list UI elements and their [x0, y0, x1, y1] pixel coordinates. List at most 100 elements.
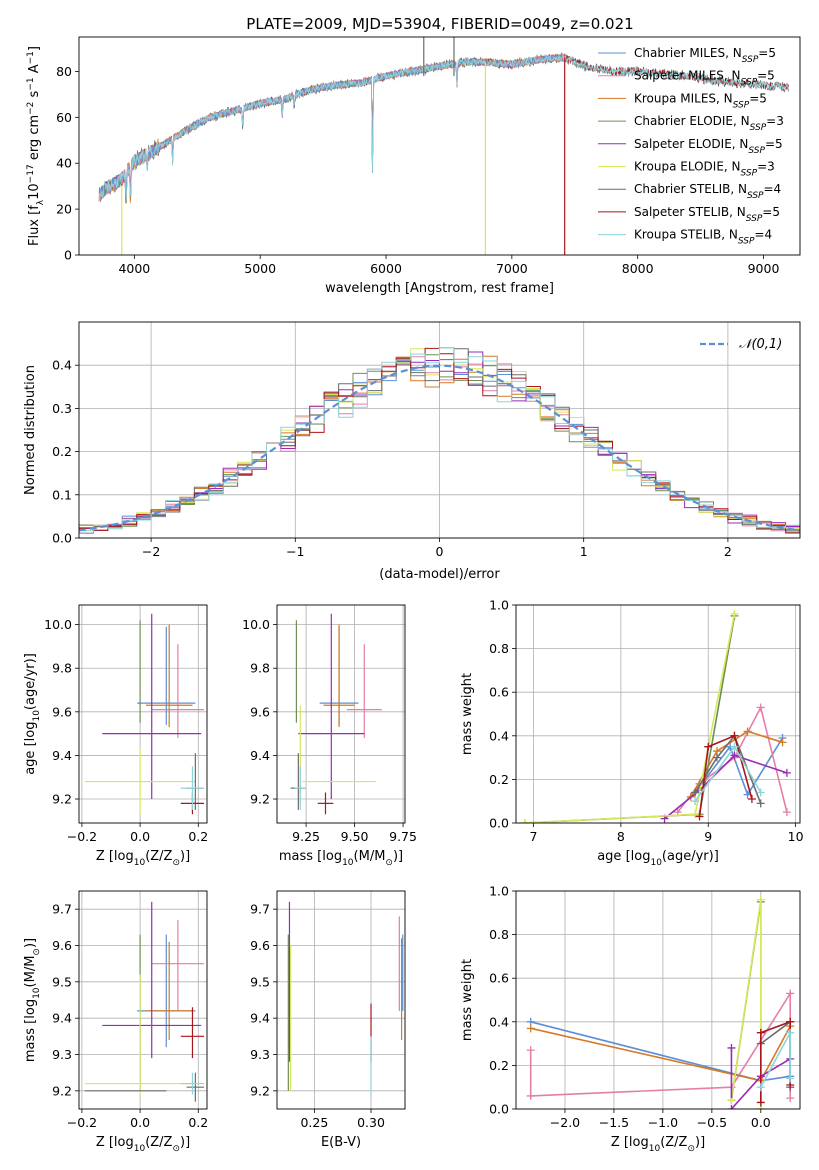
- x-axis-label-part: mass [log: [279, 849, 342, 864]
- spectrum-line-chabrier-elodie: [98, 54, 566, 203]
- weight-marker: [782, 768, 791, 777]
- panel-spectrum: 4000 5000 6000 7000 8000 9000 0 20 40 60 80 wavelen…: [26, 36, 801, 296]
- weight-marker: [756, 1083, 765, 1092]
- panel-age_vs_mass: 9.25 9.50 9.75 9.2 9.4 9.6 9.8 10.0 mass [log10(…: [242, 604, 417, 868]
- y-tick-label: 0.1: [52, 487, 72, 502]
- x-tick-label: −1.0: [648, 1115, 678, 1130]
- y-axis-label-part: age [log: [23, 722, 38, 775]
- legend-label-part: SSP: [741, 169, 758, 179]
- x-tick-label: 7: [530, 829, 538, 844]
- weight-marker: [730, 751, 739, 760]
- weight-marker: [756, 1028, 765, 1037]
- x-axis-label-part: 10: [649, 1144, 661, 1154]
- y-tick-label: 10.0: [44, 617, 72, 632]
- axes-frame: [78, 321, 801, 539]
- x-axis-label: (data-model)/error: [379, 567, 500, 582]
- weight-marker: [786, 1017, 795, 1026]
- weight-marker: [756, 895, 765, 904]
- normal-curve: [79, 364, 800, 532]
- weight-marker: [778, 738, 787, 747]
- y-tick-label: 0: [64, 248, 72, 263]
- y-axis-label-part: )]: [23, 938, 38, 948]
- y-axis-label-part: −1: [26, 77, 36, 90]
- y-axis-label: mass weight: [460, 673, 475, 755]
- x-tick-label: −2: [142, 544, 160, 559]
- y-tick-label: 0.0: [489, 1102, 509, 1117]
- plot-area: [98, 37, 790, 255]
- weight-marker: [782, 808, 791, 817]
- legend-label: Chabrier MILES, NSSP=5: [634, 46, 776, 65]
- legend-label-part: SSP: [733, 100, 750, 110]
- axes-frame: [276, 890, 406, 1110]
- y-tick-label: 9.2: [250, 792, 270, 807]
- x-axis-label-part: )]: [180, 849, 190, 864]
- weight-line-kroupa-miles: [530, 1025, 791, 1082]
- y-axis-label-part: λ: [36, 199, 46, 205]
- y-tick-label: 9.3: [250, 1047, 270, 1062]
- legend-label-part: SSP: [742, 55, 759, 65]
- y-axis-label-part: s: [27, 90, 42, 101]
- weight-marker: [691, 788, 700, 797]
- spectrum-line-salpeter-elodie: [98, 53, 565, 200]
- y-axis-label-part: −1: [26, 51, 36, 64]
- x-axis-label-part: (M/M: [354, 849, 386, 864]
- x-tick-label: −1: [286, 544, 304, 559]
- legend-label-part: Salpeter ELODIE, N: [634, 137, 748, 151]
- weight-marker: [756, 799, 765, 808]
- axes-frame: [78, 604, 208, 824]
- weight-marker: [727, 1105, 736, 1109]
- y-tick-label: 1.0: [489, 598, 509, 613]
- x-axis-label-part: Z [log: [611, 1135, 649, 1150]
- y-tick-label: 9.2: [52, 792, 72, 807]
- plot-area: [520, 609, 791, 823]
- x-tick-label: 0.2: [188, 829, 208, 844]
- weight-line-kroupa-miles: [690, 730, 783, 798]
- weight-line-salpeter-miles: [530, 990, 791, 1099]
- x-tick-label: 6000: [370, 261, 402, 276]
- y-axis-label-part: mass weight: [460, 673, 475, 755]
- panel-weight_vs_Z: −2.0 −1.5 −1.0 −0.5 0.0 0.0 0.2 0.4 0.6 0.8 1.0 Z […: [460, 884, 801, 1154]
- x-tick-label: 0.2: [188, 1115, 208, 1130]
- plot-area: [526, 895, 795, 1109]
- legend-label-part: Kroupa ELODIE, N: [634, 160, 741, 174]
- x-axis-label-part: ⊙: [172, 1144, 180, 1154]
- x-tick-label: 7000: [496, 261, 528, 276]
- weight-marker: [786, 989, 795, 998]
- x-axis-label-part: E(B-V): [321, 1135, 361, 1150]
- panel-residuals: −2 −1 0 1 2 0.0 0.1 0.2 0.3 0.4 (data-model)/error…: [23, 321, 801, 582]
- x-tick-label: 5000: [244, 261, 276, 276]
- y-axis-label-part: −17: [26, 164, 36, 183]
- weight-line-salpeter-elodie: [664, 754, 788, 820]
- y-tick-label: 9.6: [52, 938, 72, 953]
- y-tick-label: 0.8: [489, 641, 509, 656]
- weight-line-chabrier-miles: [530, 1021, 791, 1082]
- y-axis-label-part: ]: [27, 46, 42, 51]
- x-axis-label-part: 10: [134, 858, 146, 868]
- axes-frame: [515, 604, 801, 824]
- x-tick-label: −0.5: [697, 1115, 727, 1130]
- x-axis-label-part: (Z/Z: [145, 849, 172, 864]
- y-axis-label-part: 10: [32, 710, 42, 722]
- y-tick-label: 40: [56, 156, 72, 171]
- y-tick-label: 0.4: [52, 358, 72, 373]
- x-tick-label: 9.50: [341, 829, 369, 844]
- legend-label-part: =5: [758, 46, 776, 60]
- histogram-step-chabrier-stelib: [79, 348, 800, 531]
- legend-label-part: =3: [757, 160, 775, 174]
- plot-area: [84, 901, 205, 1102]
- x-axis-label-part: age [log: [597, 849, 650, 864]
- y-axis-label: Normed distribution: [23, 365, 38, 495]
- legend-label-part: =5: [765, 137, 783, 151]
- legend-label: Chabrier ELODIE, NSSP=3: [634, 114, 784, 133]
- legend-label: Kroupa MILES, NSSP=5: [634, 91, 767, 110]
- x-tick-label: 9.75: [389, 829, 417, 844]
- plot-area: [79, 347, 800, 534]
- y-tick-label: 0.4: [489, 728, 509, 743]
- y-axis-label-part: ⊙: [32, 948, 42, 956]
- weight-marker: [526, 1046, 535, 1055]
- y-tick-label: 9.4: [250, 1011, 270, 1026]
- legend-label-part: =4: [764, 182, 782, 196]
- x-axis-label: wavelength [Angstrom, rest frame]: [325, 281, 554, 296]
- plot-area: [287, 901, 404, 1099]
